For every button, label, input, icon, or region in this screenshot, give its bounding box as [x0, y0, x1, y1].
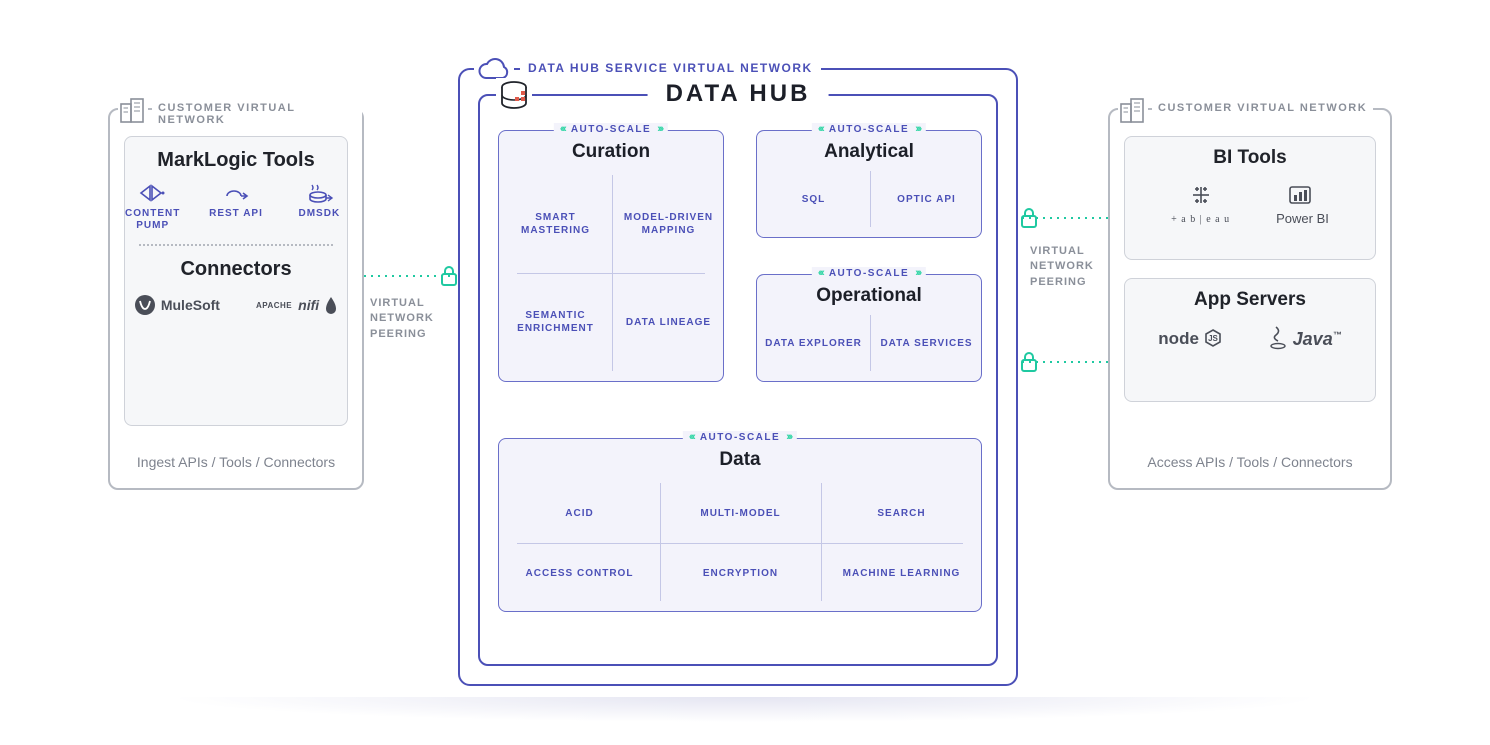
hub-outer-label: DATA HUB SERVICE VIRTUAL NETWORK [520, 61, 821, 75]
data-cell: SEARCH [821, 483, 982, 543]
marklogic-tools-title: MarkLogic Tools [125, 149, 347, 172]
module-curation: ‹‹‹AUTO-SCALE››› Curation SMART MASTERIN… [498, 130, 724, 382]
left-customer-network-panel: CUSTOMER VIRTUAL NETWORK MarkLogic Tools… [108, 108, 364, 490]
building-icon [1118, 96, 1148, 124]
tool-content-pump: CONTENT PUMP [125, 182, 180, 232]
data-hub-title: DATA HUB [648, 80, 829, 108]
bi-tableau: + a b | e a u [1171, 183, 1230, 226]
bi-powerbi: Power BI [1276, 184, 1329, 226]
module-analytical: ‹‹‹AUTO-SCALE››› Analytical SQL OPTIC AP… [756, 130, 982, 238]
left-footer: Ingest APIs / Tools / Connectors [110, 454, 362, 470]
tool-dmsdk: DMSDK [292, 182, 347, 232]
operational-title: Operational [757, 285, 981, 307]
data-cell: ACID [499, 483, 660, 543]
data-cell: ENCRYPTION [660, 543, 821, 603]
analytical-cell: OPTIC API [870, 171, 983, 227]
operational-cell: DATA SERVICES [870, 315, 983, 371]
app-servers-title: App Servers [1125, 289, 1375, 311]
module-data: ‹‹‹AUTO-SCALE››› Data ACID MULTI-MODEL S… [498, 438, 982, 612]
app-node: node JS [1158, 328, 1221, 349]
lock-icon [440, 266, 458, 286]
bi-tools-title: BI Tools [1125, 147, 1375, 169]
data-cell: MULTI-MODEL [660, 483, 821, 543]
curation-cell: MODEL-DRIVEN MAPPING [612, 175, 725, 273]
operational-cell: DATA EXPLORER [757, 315, 870, 371]
right-customer-network-panel: CUSTOMER VIRTUAL NETWORK BI Tools + a b … [1108, 108, 1392, 490]
app-servers-card: App Servers node JS Java™ [1124, 278, 1376, 402]
marklogic-tools-card: MarkLogic Tools CONTENT PUMP REST API DM… [124, 136, 348, 426]
app-java: Java™ [1268, 325, 1342, 351]
curation-cell: SMART MASTERING [499, 175, 612, 273]
curation-title: Curation [499, 141, 723, 163]
curation-cell: SEMANTIC ENRICHMENT [499, 273, 612, 371]
left-network-label: CUSTOMER VIRTUAL NETWORK [152, 102, 362, 126]
database-icon [496, 78, 532, 114]
right-footer: Access APIs / Tools / Connectors [1110, 454, 1390, 470]
analytical-title: Analytical [757, 141, 981, 163]
data-cell: MACHINE LEARNING [821, 543, 982, 603]
divider-icon [139, 244, 333, 246]
connector-mulesoft: MuleSoft [133, 293, 220, 317]
tool-rest-api: REST API [208, 182, 263, 232]
module-operational: ‹‹‹AUTO-SCALE››› Operational DATA EXPLOR… [756, 274, 982, 382]
svg-text:JS: JS [1208, 334, 1218, 343]
data-hub-outer: DATA HUB SERVICE VIRTUAL NETWORK DATA HU… [458, 68, 1018, 686]
right-network-label: CUSTOMER VIRTUAL NETWORK [1152, 102, 1373, 114]
vnp-label-right: VIRTUAL NETWORK PEERING [1030, 244, 1108, 290]
data-hub-inner: DATA HUB ‹‹‹AUTO-SCALE››› Curation SMART… [478, 94, 998, 666]
bi-tools-card: BI Tools + a b | e a u Power BI [1124, 136, 1376, 260]
analytical-cell: SQL [757, 171, 870, 227]
building-icon [118, 96, 148, 124]
lock-icon [1020, 352, 1038, 372]
curation-cell: DATA LINEAGE [612, 273, 725, 371]
connectors-title: Connectors [125, 258, 347, 281]
data-title: Data [499, 449, 981, 471]
vnp-label-left: VIRTUAL NETWORK PEERING [370, 296, 448, 342]
data-cell: ACCESS CONTROL [499, 543, 660, 603]
lock-icon [1020, 208, 1038, 228]
connector-nifi: APACHE nifi [256, 295, 339, 315]
ground-shadow [0, 697, 1490, 733]
